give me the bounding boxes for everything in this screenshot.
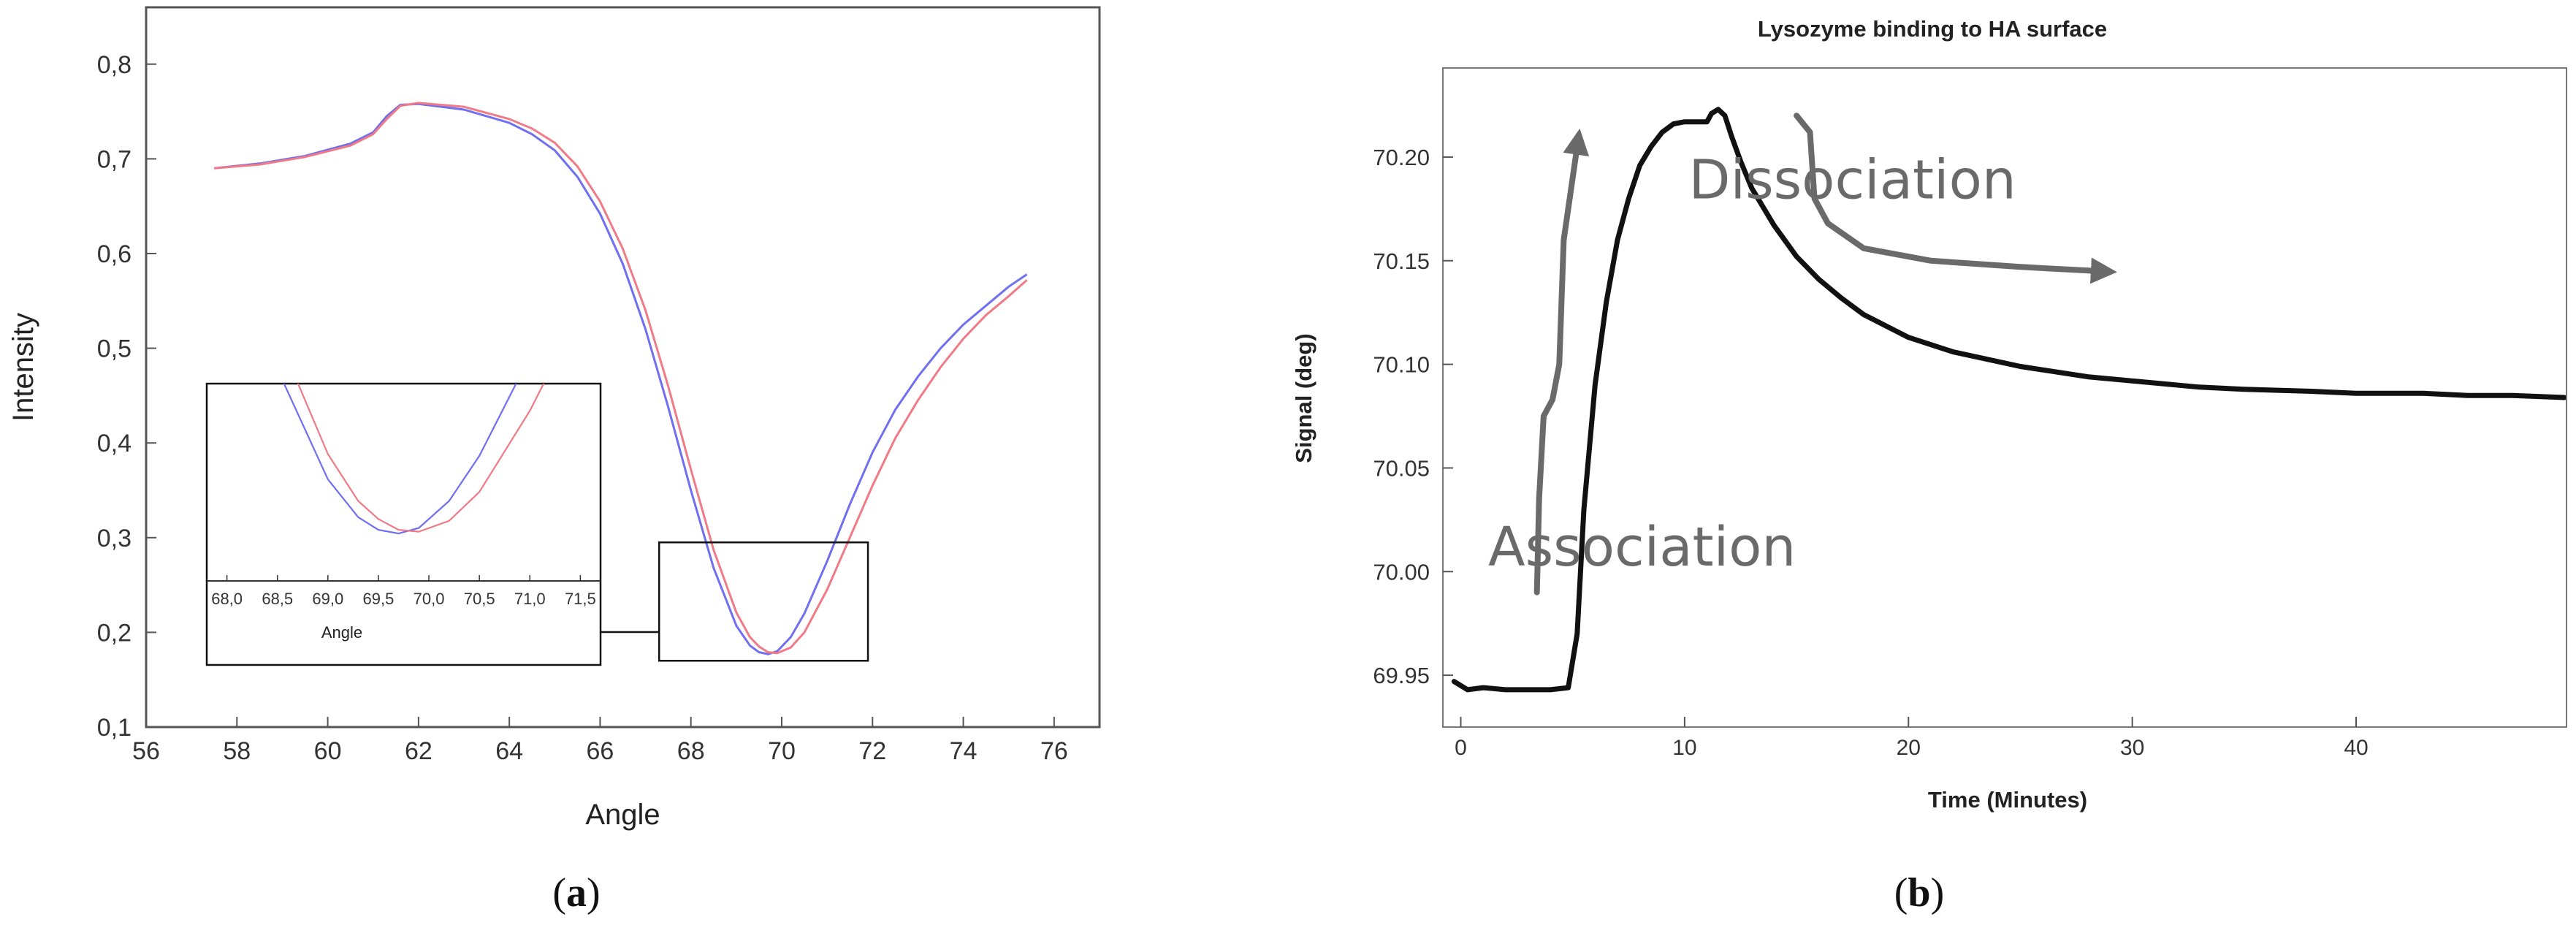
caption-a-letter: a [566,870,587,916]
caption-b-open: ( [1894,870,1908,916]
chart-a-x-tick-label: 74 [950,737,978,765]
chart-a-series-layer [214,102,1028,655]
chart-a-inset-x-tick-label: 71,0 [514,590,546,608]
chart-a-y-tick-label: 0,7 [97,145,132,173]
chart-b-ticks: 0 10 20 30 40 69.95 70.00 70.05 70.10 70.15 70.20 [1373,145,2368,760]
chart-a-inset-series-red-line [297,384,545,533]
chart-a-x-tick-label: 56 [132,737,160,765]
chart-a-y-tick-label: 0,4 [97,430,132,457]
chart-b-y-tick-label: 69.95 [1373,663,1430,688]
chart-b-series-signal-line [1451,107,2567,693]
chart-a-y-tick-label: 0,6 [97,240,132,268]
chart-a-x-tick-label: 64 [495,737,523,765]
chart-b-x-tick-label: 10 [1672,736,1696,760]
chart-a-plot-frame [145,6,1101,729]
caption-b: (b) [1894,870,1944,916]
chart-b: Lysozyme binding to HA surface Associati… [1291,16,2567,916]
chart-a-x-tick-label: 66 [587,737,614,765]
chart-b-x-tick-label: 40 [2344,736,2368,760]
caption-a-open: ( [552,870,566,916]
chart-b-y-tick-label: 70.10 [1373,352,1430,378]
chart-a-inset-series-blue-line [283,384,517,535]
chart-a-y-axis-title: Intensity [7,313,39,422]
chart-b-y-tick-label: 70.15 [1373,248,1430,274]
chart-b-x-tick-label: 20 [1897,736,1921,760]
chart-a-y-tick-label: 0,5 [97,335,132,363]
chart-a-x-tick-label: 60 [314,737,342,765]
chart-a-y-tick-label: 0,3 [97,525,132,552]
chart-b-plot-frame [1442,67,2567,728]
chart-b-y-tick-label: 70.20 [1373,145,1430,170]
caption-b-letter: b [1908,870,1930,916]
chart-a-series-red-line [214,102,1028,655]
chart-a-inset-x-axis-title: Angle [321,623,362,642]
caption-a-close: ) [587,870,601,916]
chart-b-title: Lysozyme binding to HA surface [1758,16,2107,42]
chart-a-y-tick-label: 0,8 [97,51,132,79]
chart-a-y-tick-label: 0,2 [97,619,132,647]
chart-a-x-tick-label: 70 [768,737,796,765]
chart-a-inset-x-tick-label: 70,5 [464,590,495,608]
chart-b-x-axis-title: Time (Minutes) [1928,787,2087,813]
chart-b-y-tick-label: 70.00 [1373,559,1430,585]
chart-a-ticks: 56 58 60 62 64 66 68 70 72 74 76 0,1 0,2 0,3 0,4 0,5 0,6… [97,51,1068,765]
chart-a-inset-x-tick-label: 68,5 [262,590,293,608]
chart-a-inset-series-layer [283,384,545,535]
caption-b-close: ) [1931,870,1945,916]
chart-a-y-tick-label: 0,1 [97,714,132,742]
chart-a-inset-ticks: 68,0 68,5 69,0 69,5 70,0 70,5 71,0 71,5 [211,575,596,608]
chart-b-x-tick-label: 0 [1455,736,1467,760]
chart-a-x-tick-label: 62 [405,737,432,765]
chart-a-inset-x-tick-label: 69,5 [363,590,395,608]
chart-b-y-tick-label: 70.05 [1373,455,1430,481]
chart-b-annotation-association: Association [1488,516,1796,579]
chart-a-inset-x-tick-label: 68,0 [211,590,243,608]
chart-a-x-tick-label: 68 [677,737,705,765]
chart-b-arrow-dissociation [1794,113,2117,284]
chart-a-zoom-region-box [658,541,869,662]
chart-b-series-layer [1451,107,2567,693]
chart-a-x-tick-label: 72 [858,737,886,765]
chart-b-x-tick-label: 30 [2120,736,2144,760]
chart-a-inset: 68,0 68,5 69,0 69,5 70,0 70,5 71,0 71,5 Angle [205,382,602,666]
chart-a-x-tick-label: 76 [1040,737,1068,765]
chart-a-x-axis-title: Angle [585,799,660,831]
caption-a: (a) [552,870,600,916]
chart-a-inset-x-tick-label: 69,0 [312,590,343,608]
chart-b-arrow-association [1533,128,1590,596]
chart-a: 56 58 60 62 64 66 68 70 72 74 76 0,1 0,2 0,3 0,4 0,5 0,6… [7,6,1101,916]
chart-b-arrows [1533,113,2117,596]
chart-b-annotation-dissociation: Dissociation [1689,149,2016,212]
chart-a-x-tick-label: 58 [223,737,251,765]
chart-a-inset-x-tick-label: 71,5 [565,590,596,608]
chart-a-inset-frame [205,382,602,666]
chart-b-y-axis-title: Signal (deg) [1291,333,1316,463]
chart-a-inset-x-tick-label: 70,0 [414,590,445,608]
